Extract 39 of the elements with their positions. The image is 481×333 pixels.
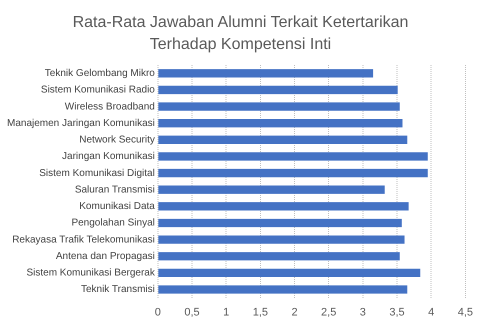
bar xyxy=(158,235,405,244)
x-tick-label: 4,5 xyxy=(458,306,474,318)
x-tick-label: 1 xyxy=(223,306,230,318)
y-tick-label: Komunikasi Data xyxy=(79,201,156,212)
x-tick-label: 2 xyxy=(291,306,298,318)
x-tick-label: 0 xyxy=(154,306,161,318)
y-tick-label: Jaringan Komunikasi xyxy=(62,151,155,162)
bar xyxy=(158,69,374,78)
x-tick-label: 3,5 xyxy=(389,306,405,318)
y-tick-label: Pengolahan Sinyal xyxy=(71,218,155,229)
bar xyxy=(158,285,408,294)
bar xyxy=(158,136,408,144)
x-tick-label: 1,5 xyxy=(252,306,268,318)
bar xyxy=(158,218,402,228)
y-tick-label: Sistem Komunikasi Digital xyxy=(39,168,155,179)
chart-title: Rata-Rata Jawaban Alumni Terkait Ketertarikan Terhadap Kompetensi Inti xyxy=(72,13,410,55)
x-tick-label: 2,5 xyxy=(321,306,336,318)
bar xyxy=(158,152,428,161)
bar xyxy=(158,186,385,194)
y-tick-label: Manajemen Jaringan Komunikasi xyxy=(6,118,155,129)
bar xyxy=(158,168,428,178)
y-tick-label: Sistem Komunikasi Bergerak xyxy=(26,268,156,279)
y-tick-label: Network Security xyxy=(79,134,155,146)
bar xyxy=(158,86,398,94)
bar xyxy=(158,202,409,210)
x-tick-label: 3 xyxy=(360,306,366,318)
y-tick-label: Rekayasa Trafik Telekomunikasi xyxy=(12,234,155,246)
y-tick-label: Teknik Gelombang Mikro xyxy=(44,68,156,80)
y-tick-label: Sistem Komunikasi Radio xyxy=(40,84,156,96)
bar xyxy=(158,119,402,128)
x-tick-label: 4 xyxy=(428,306,434,318)
y-tick-label: Wireless Broadband xyxy=(64,101,155,112)
x-tick-label: 0,5 xyxy=(184,306,200,318)
bar xyxy=(158,268,420,278)
bar xyxy=(158,102,400,111)
bar xyxy=(158,252,400,260)
y-tick-label: Antena dan Propagasi xyxy=(56,250,155,262)
y-tick-label: Saluran Transmisi xyxy=(74,184,155,196)
y-tick-label: Teknik Transmisi xyxy=(80,284,155,296)
